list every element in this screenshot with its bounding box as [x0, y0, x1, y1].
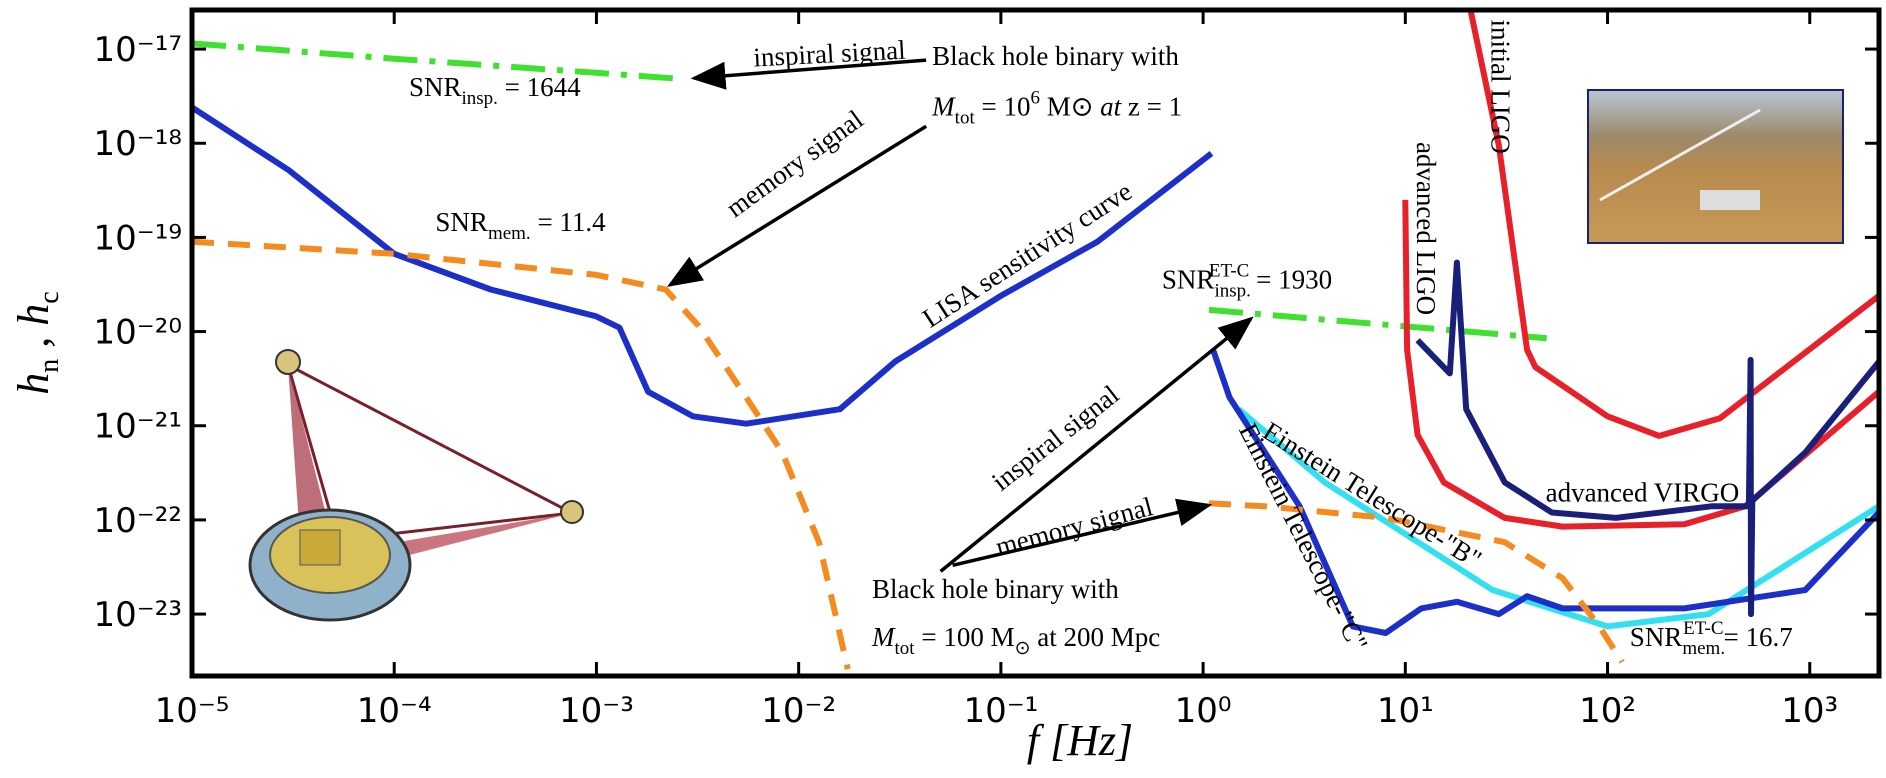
annotation: memory signal	[992, 491, 1156, 562]
y-axis-label: hn , hc	[9, 291, 65, 394]
ligo-photo	[1587, 89, 1844, 244]
y-tick-label: 10⁻²¹	[94, 407, 182, 447]
series-line	[1236, 406, 1879, 630]
arrow	[952, 498, 1213, 568]
annotation-part: SNR	[409, 72, 462, 102]
x-tick-label: 10⁰	[1175, 691, 1232, 731]
series-line	[192, 104, 1214, 427]
y-axis-label-part: h	[9, 304, 58, 326]
series-line	[1210, 348, 1879, 636]
annotation-part: advanced LIGO	[1411, 142, 1441, 315]
x-tick-label: 10³	[1781, 691, 1838, 731]
annotation-part: M	[871, 622, 896, 652]
annotation-part: initial LIGO	[1485, 19, 1515, 153]
y-tick-label: 10⁻¹⁸	[94, 124, 182, 164]
y-axis-label-part: ,	[9, 326, 58, 359]
annotation-part: at 200 Mpc	[1031, 622, 1161, 652]
y-tick-label: 10⁻¹⁹	[94, 218, 182, 258]
x-tick-label: 10¹	[1377, 691, 1434, 731]
plot-frame	[189, 7, 1882, 679]
annotation: SNRinsp.ET-C = 1930	[1162, 261, 1332, 302]
annotation-part: = 10	[975, 91, 1031, 121]
y-axis-label-part: c	[34, 291, 65, 303]
y-tick-label: 10⁻²⁰	[94, 313, 182, 353]
x-axis-label: f [Hz]	[1027, 716, 1133, 765]
annotation-part: insp.	[1214, 281, 1250, 302]
annotation-part: SNR	[1630, 622, 1683, 652]
y-tick-label: 10⁻²³	[94, 595, 182, 635]
x-tick-label: 10⁻⁴	[357, 691, 432, 731]
annotation: advanced LIGO	[1411, 142, 1441, 315]
annotation-part: insp.	[461, 88, 497, 109]
arrow	[666, 124, 928, 287]
annotation-part: memory signal	[721, 104, 869, 223]
lisa-illustration	[248, 349, 584, 622]
annotation: initial LIGO	[1485, 19, 1515, 153]
annotation-part: 6	[1030, 87, 1040, 108]
annotation: memory signal	[721, 104, 869, 223]
annotation: advanced VIRGO	[1546, 478, 1740, 508]
annotation: SNRmem. = 11.4	[435, 207, 606, 244]
annotation-part: ⊙	[1015, 638, 1031, 659]
series-line	[192, 40, 684, 83]
annotation: Black hole binary with	[872, 574, 1119, 604]
x-tick-label: 10⁻⁵	[155, 691, 230, 731]
y-tick-label: 10⁻¹⁷	[94, 30, 182, 70]
annotation-part: = 11.4	[531, 207, 606, 237]
annotation-part: M	[931, 91, 956, 121]
series-line	[1208, 500, 1625, 664]
y-tick-label: 10⁻²²	[94, 501, 182, 541]
annotation-part: = 1930	[1249, 265, 1332, 295]
y-axis-label-part: n	[34, 359, 65, 373]
annotation-part: tot	[895, 638, 916, 659]
x-tick-label: 10⁻³	[559, 691, 634, 731]
annotation: inspiral signal	[753, 35, 907, 73]
annotation-part: inspiral signal	[753, 35, 907, 73]
series-line	[1415, 259, 1879, 618]
annotation-part: = 100 M	[915, 622, 1015, 652]
arrow	[690, 58, 927, 90]
series-line	[1467, 10, 1879, 439]
x-tick-label: 10²	[1579, 691, 1636, 731]
annotation-part: tot	[955, 107, 976, 128]
annotation-part: = 16.7	[1724, 622, 1793, 652]
annotation-part: memory signal	[992, 491, 1156, 562]
arrow	[939, 316, 1254, 573]
annotation-part: ET-C	[1683, 618, 1723, 639]
annotation-part: ⊙	[1071, 91, 1094, 121]
annotation-part: LISA sensitivity curve	[917, 176, 1137, 334]
annotation: LISA sensitivity curve	[917, 176, 1137, 334]
annotation-part: advanced VIRGO	[1546, 478, 1740, 508]
x-tick-label: 10⁻¹	[963, 691, 1038, 731]
series-line	[1402, 199, 1879, 530]
annotation-part: mem.	[488, 223, 531, 244]
annotation-part: SNR	[435, 207, 488, 237]
annotation: Black hole binary with	[932, 41, 1179, 71]
annotation-part: Black hole binary with	[932, 41, 1179, 71]
annotation: Mtot = 100 M⊙ at 200 Mpc	[871, 622, 1160, 659]
annotation-part: SNR	[1162, 265, 1215, 295]
annotation-part: = 1644	[498, 72, 581, 102]
annotation: Mtot = 106 M⊙ at z = 1	[931, 87, 1182, 128]
annotation-part: ET-C	[1209, 261, 1249, 282]
annotation: SNRmem.ET-C= 16.7	[1630, 618, 1793, 659]
annotation-part: z	[1128, 91, 1140, 121]
annotation-part: at	[1093, 91, 1128, 121]
series-line	[1208, 306, 1547, 342]
y-axis-label-part: h	[9, 373, 58, 395]
series-line	[192, 238, 851, 670]
annotation: SNRinsp. = 1644	[409, 72, 581, 109]
annotation-part: = 1	[1140, 91, 1182, 121]
x-tick-label: 10⁻²	[761, 691, 836, 731]
plot-area	[192, 10, 1879, 670]
annotation-part: M	[1040, 91, 1071, 121]
annotation-part: mem.	[1682, 638, 1725, 659]
annotation-part: Black hole binary with	[872, 574, 1119, 604]
